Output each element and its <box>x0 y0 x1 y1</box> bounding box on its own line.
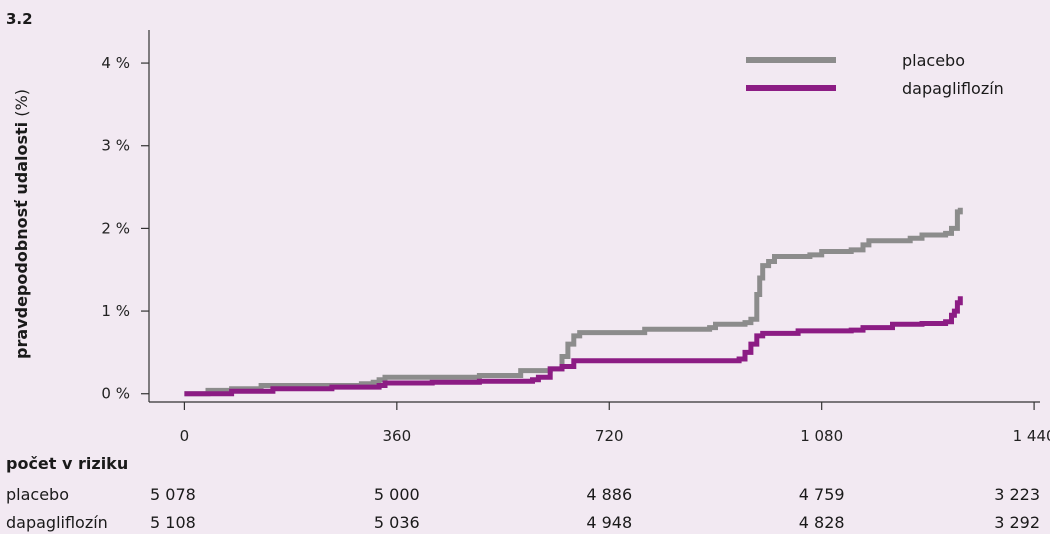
y-tick-label: 2 % <box>101 219 130 237</box>
risk-cell: 5 078 <box>150 485 196 504</box>
x-tick-label: 360 <box>383 427 412 445</box>
y-tick-label: 0 % <box>101 385 130 403</box>
x-tick-label: 1 440 <box>1013 427 1050 445</box>
y-axis-label-main: pravdepodobnosť udalosti <box>12 122 31 359</box>
risk-row-label: placebo <box>6 485 69 504</box>
y-tick-label: 3 % <box>101 137 130 155</box>
legend-label-dapagliflozin: dapagliflozín <box>902 79 1004 98</box>
legend: placebo dapagliflozín <box>746 51 1004 98</box>
figure-label: 3.2 <box>6 10 33 28</box>
x-tick-label: 720 <box>595 427 624 445</box>
risk-cell: 4 886 <box>586 485 632 504</box>
x-tick-label: 1 080 <box>800 427 843 445</box>
risk-cell: 3 223 <box>994 485 1040 504</box>
risk-cell: 4 948 <box>586 513 632 532</box>
risk-cell: 5 000 <box>374 485 420 504</box>
y-axis-label-unit: (%) <box>12 89 31 122</box>
risk-table: počet v riziku placebo 5 078 5 000 4 886 4 7… <box>6 454 1040 532</box>
risk-cell: 3 292 <box>994 513 1040 532</box>
series-line-dapagliflozin <box>184 296 963 397</box>
risk-row-label: dapagliflozín <box>6 513 108 532</box>
y-tick-label: 4 % <box>101 54 130 72</box>
x-tick-label: 0 <box>180 427 190 445</box>
y-tick-label: 1 % <box>101 302 130 320</box>
series-line-placebo <box>184 207 963 397</box>
axes: 0 % 1 % 2 % 3 % 4 % 0 360 720 1 080 1 440 <box>101 30 1050 445</box>
risk-cell: 5 036 <box>374 513 420 532</box>
legend-label-placebo: placebo <box>902 51 965 70</box>
y-axis-label: pravdepodobnosť udalosti (%) <box>12 89 31 359</box>
risk-cell: 4 828 <box>799 513 845 532</box>
risk-cell: 5 108 <box>150 513 196 532</box>
risk-table-title: počet v riziku <box>6 454 128 473</box>
series-group <box>184 207 963 397</box>
risk-cell: 4 759 <box>799 485 845 504</box>
